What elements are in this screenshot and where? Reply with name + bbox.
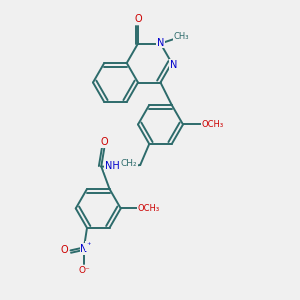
Text: CH₃: CH₃ [174, 32, 189, 40]
Text: CH₂: CH₂ [121, 159, 137, 168]
Text: O: O [100, 137, 108, 147]
Text: N: N [157, 38, 164, 48]
Text: O: O [134, 14, 142, 24]
Text: N: N [169, 59, 177, 70]
Text: O⁻: O⁻ [78, 266, 90, 275]
Text: NH: NH [104, 161, 119, 172]
Text: OCH₃: OCH₃ [202, 120, 224, 129]
Text: OCH₃: OCH₃ [138, 204, 160, 213]
Text: ⁺: ⁺ [86, 242, 91, 250]
Text: O: O [60, 245, 68, 255]
Text: N: N [80, 244, 88, 254]
